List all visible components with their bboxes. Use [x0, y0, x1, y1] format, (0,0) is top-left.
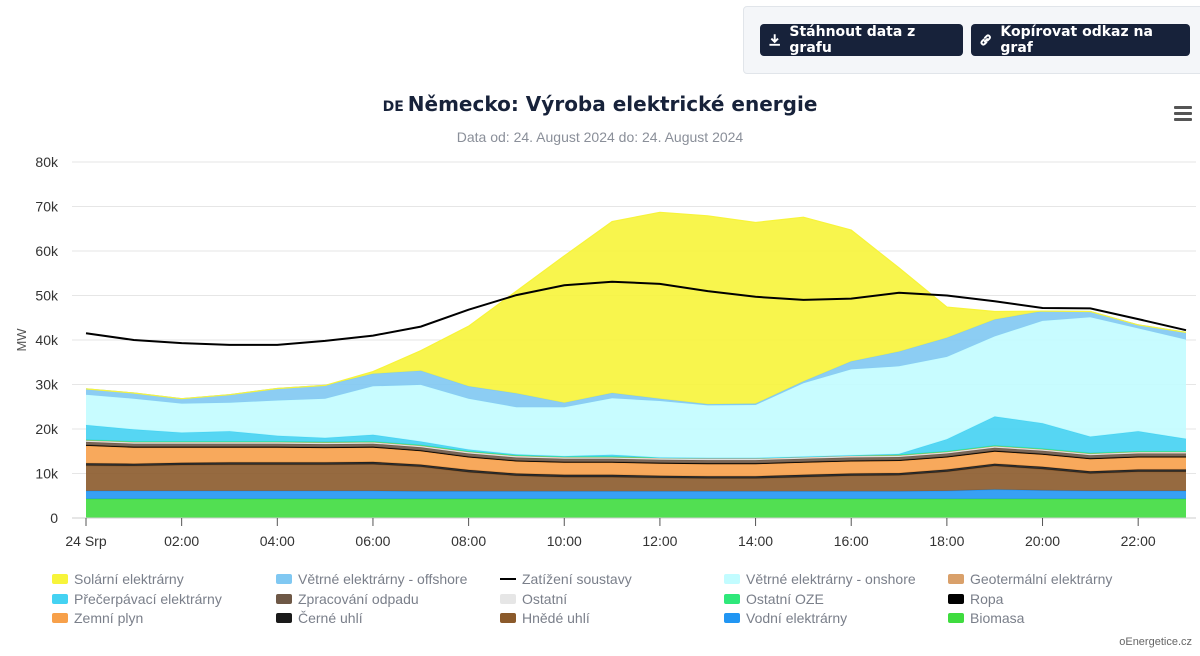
copy-link-button[interactable]: Kopírovat odkaz na graf [971, 24, 1190, 56]
legend-label: Zatížení soustavy [522, 571, 632, 587]
area-větrné-elektrárny---offshore[interactable] [86, 311, 1186, 408]
y-tick-label: 50k [35, 288, 59, 304]
legend-label: Ostatní [522, 590, 568, 607]
legend-item[interactable]: Zemní plyn [52, 610, 143, 626]
legend-swatch [948, 593, 964, 604]
download-data-button[interactable]: Stáhnout data z grafu [760, 24, 963, 56]
y-axis: 0 10k 20k 30k 40k 50k 60k 70k 80k [35, 154, 59, 526]
legend-swatch [948, 574, 964, 584]
y-tick-label: 20k [35, 421, 59, 437]
legend-item[interactable]: Přečerpávací elektrárny [52, 591, 222, 607]
hamburger-menu-icon[interactable] [1174, 106, 1192, 122]
legend-swatch [276, 593, 292, 604]
legend-swatch [724, 613, 740, 623]
x-tick-label: 12:00 [642, 533, 677, 549]
legend-line-swatch [500, 578, 516, 580]
area-větrné-elektrárny---onshore[interactable] [86, 317, 1186, 458]
legend-item[interactable]: Solární elektrárny [52, 571, 184, 587]
legend-label: Hnědé uhlí [522, 610, 590, 626]
legend-swatch [724, 574, 740, 584]
chart-title: DE Německo: Výroba elektrické energie [0, 92, 1200, 116]
legend-label: Větrné elektrárny - onshore [746, 571, 916, 587]
legend-label: Větrné elektrárny - offshore [298, 571, 468, 587]
area-biomasa[interactable] [86, 498, 1186, 518]
y-axis-title: MW [14, 328, 29, 352]
area-edge [85, 211, 1187, 400]
legend-label: Zemní plyn [74, 610, 144, 626]
legend-swatch [52, 593, 68, 604]
legend-item[interactable]: Ostatní [500, 591, 567, 607]
x-tick-label: 18:00 [929, 533, 964, 549]
legend-label: Zpracování odpadu [298, 590, 419, 607]
legend-item[interactable]: Geotermální elektrárny [948, 571, 1112, 587]
x-tick-label: 22:00 [1121, 533, 1156, 549]
legend-label: Vodní elektrárny [746, 610, 848, 626]
legend-label: Solární elektrárny [74, 571, 184, 587]
area-series [85, 211, 1187, 518]
link-icon [980, 34, 991, 46]
x-tick-label: 16:00 [834, 533, 869, 549]
download-data-label: Stáhnout data z grafu [789, 24, 916, 56]
chart-svg: 0 10k 20k 30k 40k 50k 60k 70k 80k 24 Srp 02:00 04:… [14, 154, 1196, 549]
legend-label: Geotermální elektrárny [970, 571, 1113, 587]
legend-swatch [276, 574, 292, 584]
area-zpracování-odpadu[interactable] [86, 441, 1186, 464]
legend-item[interactable]: Ostatní OZE [724, 591, 824, 607]
copy-link-label: Kopírovat odkaz na graf [1000, 24, 1153, 56]
y-tick-label: 80k [35, 154, 59, 170]
legend-item[interactable]: Zatížení soustavy [500, 571, 632, 587]
legend-item[interactable]: Větrné elektrárny - offshore [276, 571, 467, 587]
y-tick-label: 60k [35, 243, 59, 259]
chart-title-text: Německo: Výroba elektrické energie [407, 92, 818, 116]
y-tick-label: 10k [35, 466, 59, 482]
x-tick-label: 10:00 [547, 533, 582, 549]
legend-label: Ropa [970, 590, 1004, 607]
y-tick-label: 70k [35, 199, 59, 215]
x-tick-label: 02:00 [164, 533, 199, 549]
legend-item[interactable]: Větrné elektrárny - onshore [724, 571, 916, 587]
x-tick-label: 08:00 [451, 533, 486, 549]
legend-label: Ostatní OZE [746, 590, 824, 607]
legend-item[interactable]: Zpracování odpadu [276, 591, 419, 607]
y-tick-label: 30k [35, 377, 59, 393]
area-černé-uhlí[interactable] [86, 461, 1186, 479]
legend-label: Přečerpávací elektrárny [74, 590, 222, 607]
legend-swatch [724, 593, 740, 604]
x-axis: 24 Srp 02:00 04:00 06:00 08:00 10:00 12:00 14:0… [65, 517, 1196, 549]
download-icon [769, 34, 780, 46]
x-tick-label: 14:00 [738, 533, 773, 549]
legend-label: Černé uhlí [298, 610, 363, 626]
legend-swatch [948, 613, 964, 623]
legend-item[interactable]: Biomasa [948, 610, 1024, 626]
legend-swatch [52, 613, 68, 623]
chart-subtitle: Data od: 24. August 2024 do: 24. August … [456, 129, 744, 145]
legend-item[interactable]: Hnědé uhlí [500, 610, 590, 626]
area-vodní-elektrárny[interactable] [86, 489, 1186, 499]
load-series-line[interactable] [85, 280, 1187, 346]
legend-item[interactable]: Ropa [948, 591, 1003, 607]
area-solární-elektrárny[interactable] [86, 212, 1186, 405]
load-line [85, 280, 1187, 346]
x-tick-label: 06:00 [355, 533, 390, 549]
legend-item[interactable]: Vodní elektrárny [724, 610, 847, 626]
x-tick-label: 04:00 [260, 533, 295, 549]
legend-swatch [52, 574, 68, 584]
y-tick-label: 40k [35, 332, 59, 348]
legend-swatch [500, 613, 516, 623]
x-tick-label: 24 Srp [65, 533, 106, 549]
legend-item[interactable]: Černé uhlí [276, 610, 363, 626]
country-code: DE [382, 99, 404, 115]
area-zemní-plyn[interactable] [86, 445, 1186, 477]
legend-swatch [500, 593, 516, 604]
legend-label: Biomasa [970, 610, 1025, 626]
legend-swatch [276, 613, 292, 623]
source-credit: oEnergetice.cz [1119, 636, 1192, 648]
y-tick-label: 0 [50, 510, 58, 526]
x-tick-label: 20:00 [1025, 533, 1060, 549]
